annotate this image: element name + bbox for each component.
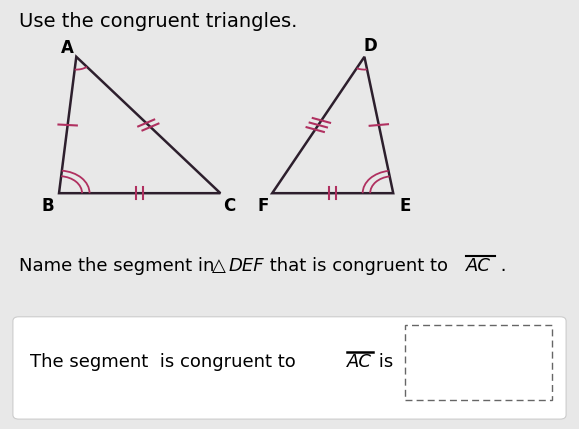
FancyBboxPatch shape [13,317,566,419]
Text: Use the congruent triangles.: Use the congruent triangles. [19,12,297,31]
FancyBboxPatch shape [405,325,552,400]
Text: DEF: DEF [229,257,265,275]
Text: that is congruent to: that is congruent to [263,257,453,275]
Text: F: F [258,197,269,215]
Text: is: is [373,353,393,371]
Text: A: A [61,39,74,57]
Text: B: B [41,197,54,215]
Text: AC: AC [347,353,372,371]
Text: E: E [399,197,411,215]
Text: AC: AC [466,257,491,275]
Text: The segment  is congruent to: The segment is congruent to [30,353,302,371]
Text: .: . [494,257,506,275]
Text: Name the segment in: Name the segment in [19,257,220,275]
Text: C: C [223,197,235,215]
Text: △: △ [212,257,226,275]
Text: D: D [363,37,377,55]
